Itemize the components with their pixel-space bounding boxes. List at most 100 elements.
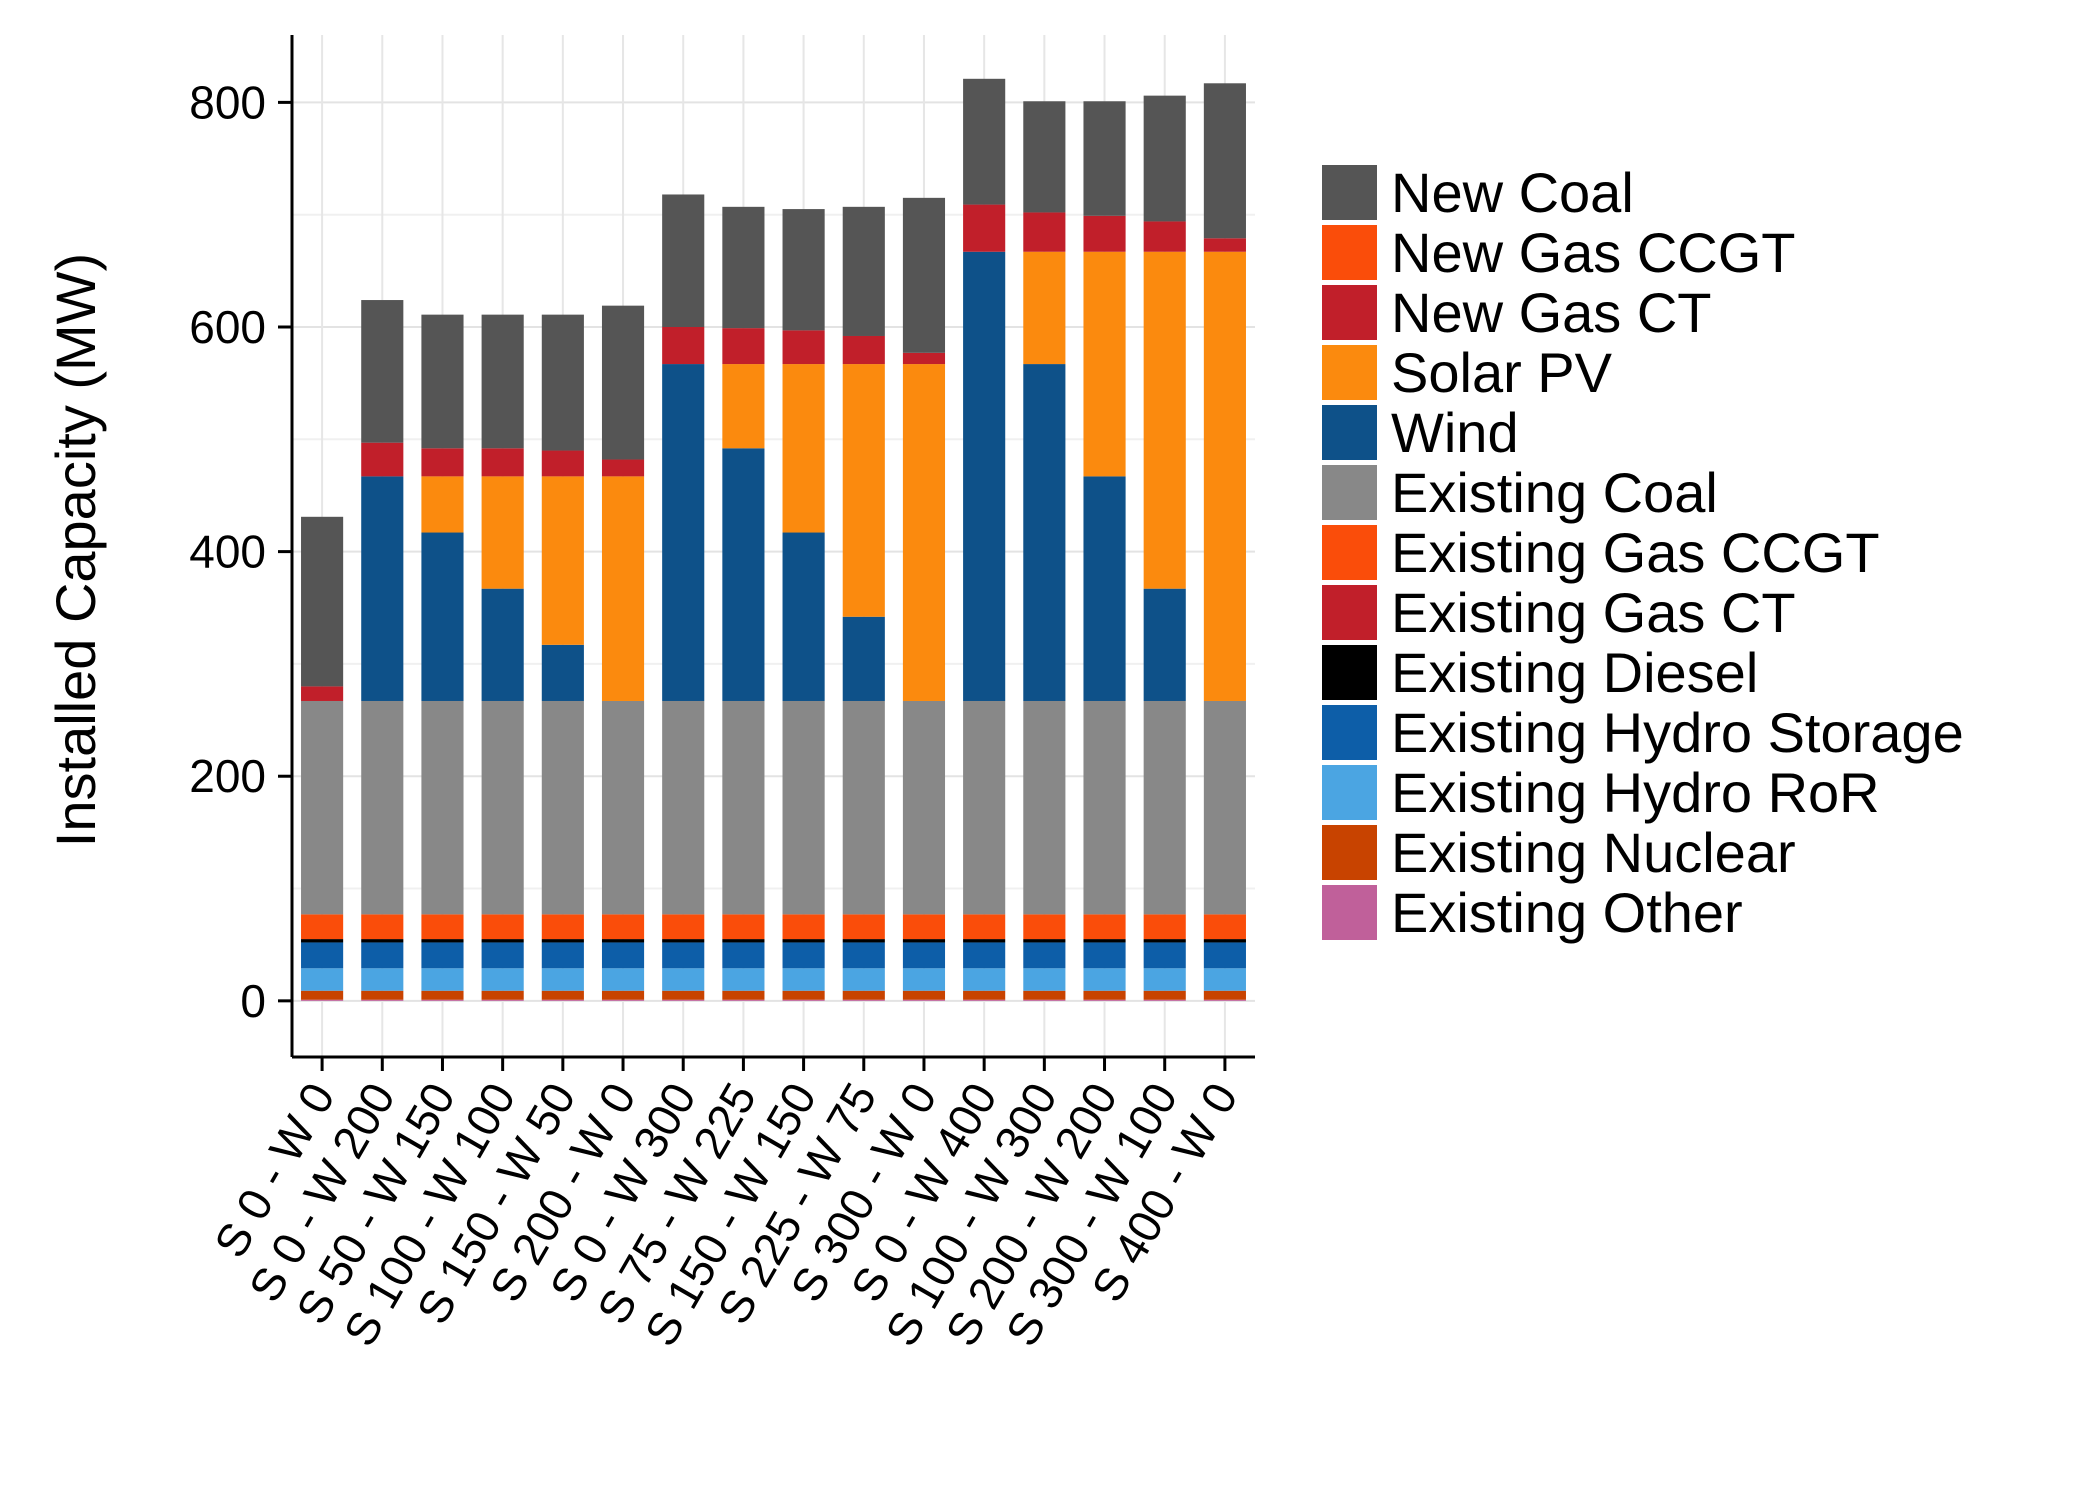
bar-segment-existing-hydro-ror [1143,968,1186,991]
bar-segment-existing-coal [421,700,464,915]
bar-segment-wind [963,251,1006,701]
bar-segment-existing-diesel [601,939,645,943]
bar-segment-existing-hydro-ror [662,968,705,991]
bar-segment-existing-other [963,999,1006,1001]
legend-swatch [1322,645,1377,700]
bar-segment-existing-coal [842,700,885,915]
bar-segment-existing-coal [481,700,524,915]
legend-label: Solar PV [1391,341,1613,404]
legend-swatch [1322,705,1377,760]
bar-segment-existing-diesel [361,939,404,943]
bar-segment-existing-other [1143,999,1186,1001]
bar-segment-existing-hydro-ror [601,968,645,991]
bar-segment-wind [1023,364,1066,701]
bar-segment-existing-hydro-storage [1203,942,1246,969]
bar-segment-existing-coal [361,700,404,915]
bar-segment-new-gas-ct [1143,221,1186,252]
legend-swatch [1322,885,1377,940]
bar-segment-new-coal [662,194,705,327]
bar-segment-new-coal [481,314,524,449]
bar-segment-new-coal [541,314,584,451]
bar-segment-existing-gas-ccgt [662,914,705,940]
legend-swatch [1322,765,1377,820]
bar-segment-existing-other [722,999,765,1001]
y-tick-label: 0 [240,975,266,1027]
bar-segment-existing-other [301,999,344,1001]
bar-segment-new-gas-ct [1083,215,1126,252]
bar-segment-existing-other [902,999,946,1001]
bars [301,78,1246,1001]
bar-segment-existing-nuclear [963,990,1006,1000]
bar-segment-existing-diesel [902,939,946,943]
bar-segment-existing-hydro-storage [361,942,404,969]
bar-segment-existing-hydro-ror [421,968,464,991]
bar-segment-new-gas-ct [421,448,464,477]
bar-segment-new-gas-ct [1203,238,1246,252]
bar-segment-existing-gas-ccgt [541,914,584,940]
bar-segment-new-coal [1143,95,1186,222]
bar-segment-new-coal [301,516,344,687]
bar-segment-existing-hydro-storage [662,942,705,969]
bar-segment-existing-coal [601,700,645,915]
bar-segment-wind [782,532,825,701]
bar-segment-existing-diesel [842,939,885,943]
bar-segment-new-gas-ct [601,459,645,477]
bar-segment-new-coal [722,206,765,329]
bar-segment-existing-nuclear [361,990,404,1000]
bar-segment-existing-hydro-ror [1083,968,1126,991]
bar-segment-existing-nuclear [481,990,524,1000]
bar-segment-wind [361,476,404,701]
bar-segment-new-coal [1203,83,1246,239]
bar-segment-existing-hydro-storage [1143,942,1186,969]
legend-swatch [1322,225,1377,280]
legend-swatch [1322,405,1377,460]
bar-segment-existing-diesel [1143,939,1186,943]
bar-segment-existing-hydro-storage [421,942,464,969]
bar-segment-existing-gas-ccgt [1143,914,1186,940]
bar-segment-new-gas-ct [662,327,705,365]
bar-segment-existing-other [361,999,404,1001]
bar-segment-existing-other [541,999,584,1001]
bar-segment-existing-hydro-ror [963,968,1006,991]
bar-segment-existing-diesel [301,939,344,943]
bar-segment-new-gas-ct [541,450,584,477]
bar-segment-existing-hydro-storage [481,942,524,969]
bar-segment-existing-hydro-ror [1203,968,1246,991]
y-tick-label: 400 [189,526,266,578]
bar-segment-new-coal [782,209,825,331]
legend-label: Existing Hydro Storage [1391,701,1964,764]
legend-label: Existing Other [1391,881,1743,944]
bar-segment-existing-other [782,999,825,1001]
bar-segment-solar-pv [722,364,765,449]
bar-segment-existing-coal [963,700,1006,915]
bar-segment-new-gas-ct [361,442,404,477]
legend-swatch [1322,165,1377,220]
bar-segment-existing-nuclear [301,990,344,1000]
bar-segment-existing-nuclear [902,990,946,1000]
legend-label: Existing Hydro RoR [1391,761,1880,824]
legend-label: Existing Coal [1391,461,1718,524]
bar-segment-existing-nuclear [842,990,885,1000]
bar-segment-existing-nuclear [601,990,645,1000]
bar-segment-existing-gas-ccgt [361,914,404,940]
bar-segment-existing-gas-ccgt [601,914,645,940]
y-tick-label: 200 [189,750,266,802]
bar-segment-existing-diesel [1203,939,1246,943]
bar-segment-existing-gas-ccgt [963,914,1006,940]
bar-segment-existing-other [421,999,464,1001]
bar-segment-new-gas-ct [842,335,885,365]
bar-segment-existing-gas-ccgt [1083,914,1126,940]
bar-segment-existing-nuclear [1143,990,1186,1000]
bar-segment-existing-coal [1143,700,1186,915]
bar-segment-solar-pv [842,364,885,617]
bar-segment-existing-nuclear [1023,990,1066,1000]
bar-segment-solar-pv [1083,251,1126,477]
bar-segment-new-coal [963,78,1006,205]
bar-segment-existing-hydro-storage [1083,942,1126,969]
bar-segment-existing-hydro-storage [601,942,645,969]
legend-swatch [1322,285,1377,340]
bar-segment-existing-other [1083,999,1126,1001]
bar-segment-existing-other [1203,999,1246,1001]
